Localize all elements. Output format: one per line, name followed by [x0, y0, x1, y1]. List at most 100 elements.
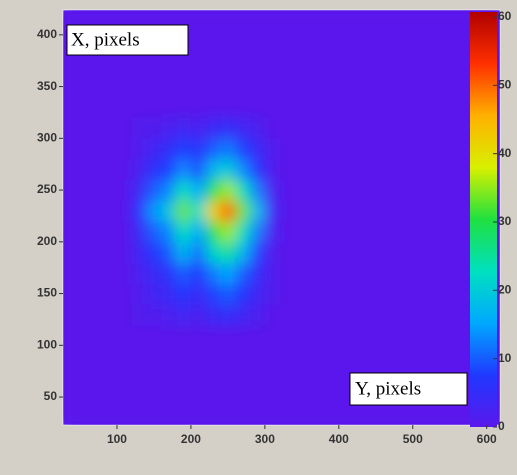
heatmap-cell — [63, 262, 133, 284]
heatmap-cell — [146, 241, 162, 264]
heatmap-cell — [250, 262, 266, 284]
heatmap-cell — [146, 117, 162, 139]
heatmap-cell — [279, 138, 500, 160]
heatmap-cell — [146, 221, 162, 243]
heatmap-cell — [250, 283, 266, 305]
heatmap-cell — [205, 283, 221, 305]
y-tick-label: 250 — [37, 182, 57, 196]
heatmap-cell — [146, 324, 162, 425]
heatmap-cell — [250, 221, 266, 243]
heatmap-cell — [250, 241, 266, 264]
heatmap-cell — [264, 262, 281, 284]
heatmap-cell — [235, 283, 251, 305]
heatmap-cell — [205, 262, 221, 284]
heatmap-cell — [235, 262, 251, 284]
heatmap-cell — [220, 10, 236, 119]
heatmap-cell — [205, 159, 221, 181]
heatmap-cell — [176, 200, 192, 222]
heatmap-cell — [264, 324, 281, 425]
heatmap-cell — [176, 117, 192, 139]
annotation: Y, pixels — [349, 372, 468, 406]
y-tick-label: 150 — [37, 286, 57, 300]
x-tick-label: 200 — [181, 432, 201, 446]
heatmap-cell — [161, 179, 177, 201]
x-tick-label: 300 — [255, 432, 275, 446]
heatmap-cell — [250, 159, 266, 181]
heatmap-cell — [205, 324, 221, 425]
heatmap-cell — [63, 117, 133, 139]
heatmap-cell — [146, 200, 162, 222]
heatmap-cell — [146, 303, 162, 326]
heatmap-cell — [63, 159, 133, 181]
heatmap-cell — [63, 138, 133, 160]
heatmap-cell — [250, 10, 266, 119]
heatmap-cell — [205, 303, 221, 326]
heatmap-cell — [220, 138, 236, 160]
heatmap-cell — [279, 262, 500, 284]
heatmap-cell — [235, 324, 251, 425]
heatmap-cell — [176, 262, 192, 284]
heatmap-cell — [220, 200, 236, 222]
heatmap-cell — [264, 10, 281, 119]
colorbar-tick-label: 20 — [498, 283, 512, 297]
heatmap-cell — [63, 200, 133, 222]
heatmap-cell — [63, 324, 133, 425]
heatmap-cell — [176, 324, 192, 425]
heatmap-cell — [205, 241, 221, 264]
heatmap-cell — [205, 200, 221, 222]
heatmap-cell — [235, 200, 251, 222]
annotation-text: X, pixels — [71, 29, 140, 50]
heatmap-cell — [131, 200, 148, 222]
heatmap-cell — [131, 303, 148, 326]
heatmap-cell — [146, 283, 162, 305]
colorbar-tick-label: 40 — [498, 146, 512, 160]
heatmap-cell — [176, 303, 192, 326]
colorbar-tick-label: 30 — [498, 214, 512, 228]
heatmap-cell — [131, 241, 148, 264]
heatmap-cell — [131, 179, 148, 201]
heatmap-cell — [176, 179, 192, 201]
heatmap-cell — [205, 179, 221, 201]
heatmap-cell — [146, 138, 162, 160]
heatmap-cell — [161, 200, 177, 222]
heatmap-cell — [161, 117, 177, 139]
heatmap-cell — [161, 303, 177, 326]
heatmap-cell — [250, 324, 266, 425]
heatmap-cell — [190, 200, 207, 222]
heatmap-cell — [190, 221, 207, 243]
heatmap-cell — [235, 10, 251, 119]
heatmap-cell — [220, 283, 236, 305]
heatmap-cell — [131, 324, 148, 425]
heatmap-cell — [146, 262, 162, 284]
heatmap-cell — [176, 138, 192, 160]
colorbar — [470, 12, 497, 427]
heatmap-cell — [279, 179, 500, 201]
heatmap-cell — [220, 117, 236, 139]
heatmap-cell — [205, 221, 221, 243]
heatmap-cell — [131, 221, 148, 243]
heatmap-cell — [250, 138, 266, 160]
heatmap-cell — [161, 283, 177, 305]
heatmap-cell — [161, 324, 177, 425]
heatmap-cell — [235, 241, 251, 264]
heatmap-cell — [176, 159, 192, 181]
heatmap-cell — [63, 303, 133, 326]
heatmap-cell — [235, 221, 251, 243]
heatmap-cell — [264, 138, 281, 160]
heatmap-cell — [279, 303, 500, 326]
heatmap-cell — [250, 303, 266, 326]
heatmap — [63, 10, 500, 425]
heatmap-cell — [190, 262, 207, 284]
heatmap-cell — [264, 200, 281, 222]
y-tick-label: 100 — [37, 337, 57, 351]
heatmap-cell — [190, 179, 207, 201]
heatmap-cell — [220, 179, 236, 201]
heatmap-cell — [279, 117, 500, 139]
annotation-box — [349, 372, 468, 406]
x-tick-label: 400 — [329, 432, 349, 446]
heatmap-cell — [264, 303, 281, 326]
heatmap-cell — [146, 179, 162, 201]
heatmap-cell — [205, 138, 221, 160]
